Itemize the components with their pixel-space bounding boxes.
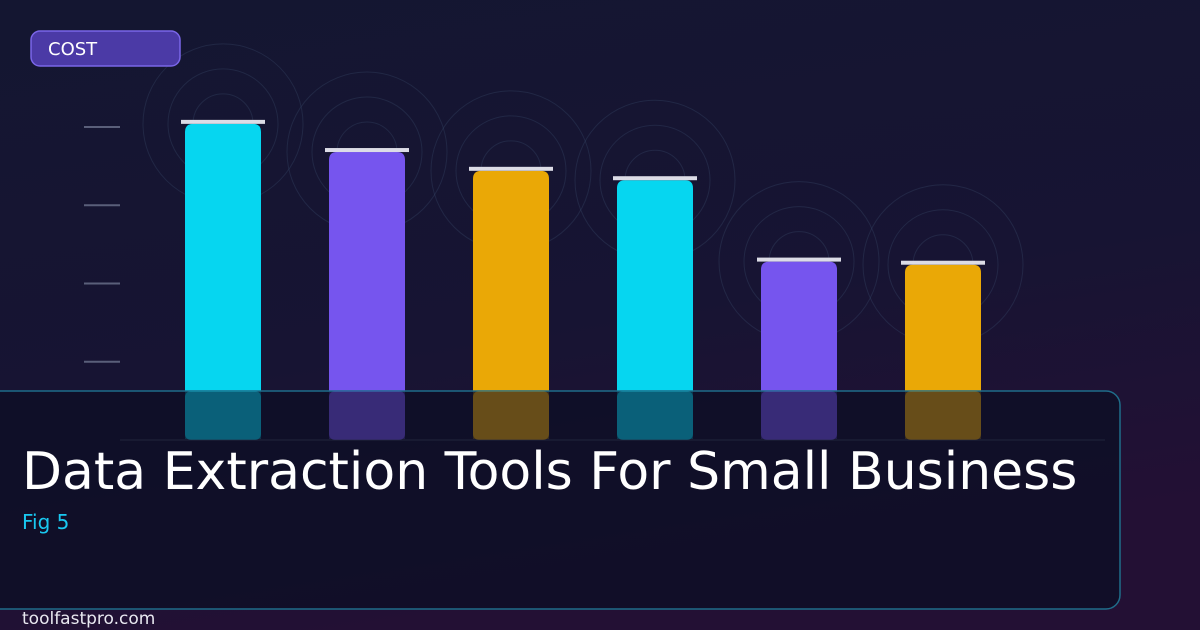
bar [329, 152, 405, 441]
plot-area [84, 119, 985, 441]
bar-reflection [761, 391, 837, 440]
bar [473, 170, 549, 440]
chart-subtitle: Fig 5 [22, 510, 69, 534]
y-axis-label: COST [48, 39, 98, 60]
bar-reflection [617, 391, 693, 440]
bar-cap [181, 119, 265, 124]
bar-reflection [905, 391, 981, 440]
source: toolfastpro.com [22, 609, 155, 629]
title-panel [0, 390, 1121, 610]
bar [185, 123, 261, 441]
bar-cap [469, 166, 553, 171]
bar-cap [325, 148, 409, 153]
chart-title: Data Extraction Tools For Small Business [22, 442, 1077, 502]
y-label-pill [30, 30, 181, 67]
bar-reflection [329, 391, 405, 440]
bar-reflection [473, 391, 549, 440]
bar-cap [613, 176, 697, 181]
bar-reflections [185, 391, 981, 440]
bar-cap [757, 257, 841, 262]
bar-cap [901, 260, 985, 265]
bar [617, 180, 693, 440]
bar-reflection [185, 391, 261, 440]
